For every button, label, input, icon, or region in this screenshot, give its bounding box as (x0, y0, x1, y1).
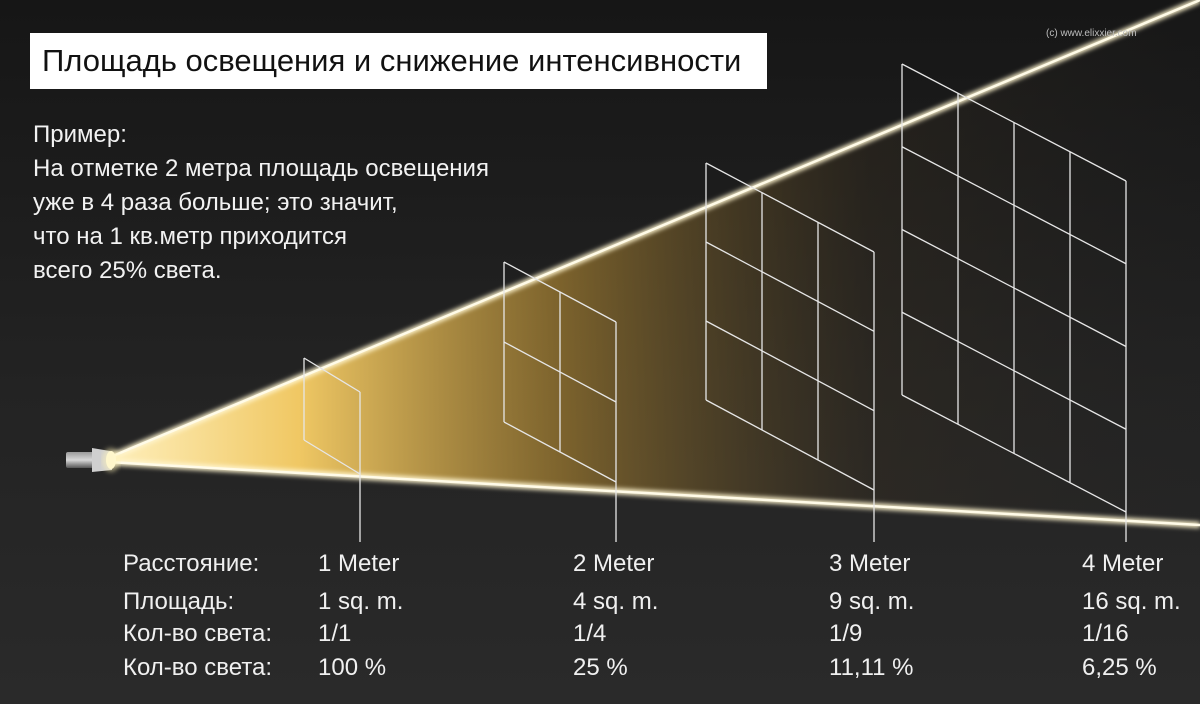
light-beam (108, 0, 1200, 525)
fraction-value: 1/9 (829, 620, 863, 647)
percent-value: 11,11 % (829, 654, 914, 681)
flashlight-icon (66, 448, 120, 472)
example-line: всего 25% света. (33, 257, 222, 284)
distance-value: 3 Meter (829, 550, 911, 577)
percent-value: 100 % (318, 654, 387, 681)
grid-line (705, 241, 875, 332)
area-grid-1 (303, 357, 361, 475)
area-grids (303, 63, 1127, 513)
area-grid-3 (705, 162, 875, 491)
grid-line (705, 399, 875, 491)
grid-line (901, 228, 1127, 348)
distance-value: 1 Meter (318, 550, 400, 577)
distance-markers (359, 474, 1127, 542)
page-title: Площадь освещения и снижение интенсивнос… (30, 33, 767, 89)
row-label-area: Площадь: (123, 588, 235, 615)
fraction-value: 1/16 (1082, 620, 1129, 647)
grid-line (705, 320, 875, 412)
row-label-light-fraction: Кол-во света: (123, 620, 273, 647)
area-grid-2 (503, 261, 617, 483)
area-value: 9 sq. m. (829, 588, 915, 615)
example-line: На отметке 2 метра площадь освещения (33, 155, 489, 182)
grid-line (303, 357, 361, 393)
fraction-value: 1/1 (318, 620, 352, 647)
credit-text: (c) www.elixxier.com (1046, 28, 1137, 39)
distance-value: 2 Meter (573, 550, 655, 577)
example-line: уже в 4 раза больше; это значит, (33, 189, 398, 216)
grid-line (503, 421, 617, 483)
percent-value: 25 % (573, 654, 628, 681)
percent-value: 6,25 % (1082, 654, 1157, 681)
row-label-distance: Расстояние: (123, 550, 260, 577)
fraction-value: 1/4 (573, 620, 607, 647)
example-line: что на 1 кв.метр приходится (33, 223, 347, 250)
grid-line (303, 439, 361, 475)
area-grid-4 (901, 63, 1127, 513)
distance-value: 4 Meter (1082, 550, 1164, 577)
row-label-light-percent: Кол-во света: (123, 654, 273, 681)
area-value: 4 sq. m. (573, 588, 659, 615)
example-text-block: Пример: На отметке 2 метра площадь освещ… (33, 118, 489, 288)
grid-line (503, 341, 617, 403)
grid-line (901, 394, 1127, 513)
area-value: 1 sq. m. (318, 588, 404, 615)
area-value: 16 sq. m. (1082, 588, 1181, 615)
example-heading: Пример: (33, 121, 127, 148)
grid-line (705, 162, 875, 253)
grid-line (901, 311, 1127, 430)
